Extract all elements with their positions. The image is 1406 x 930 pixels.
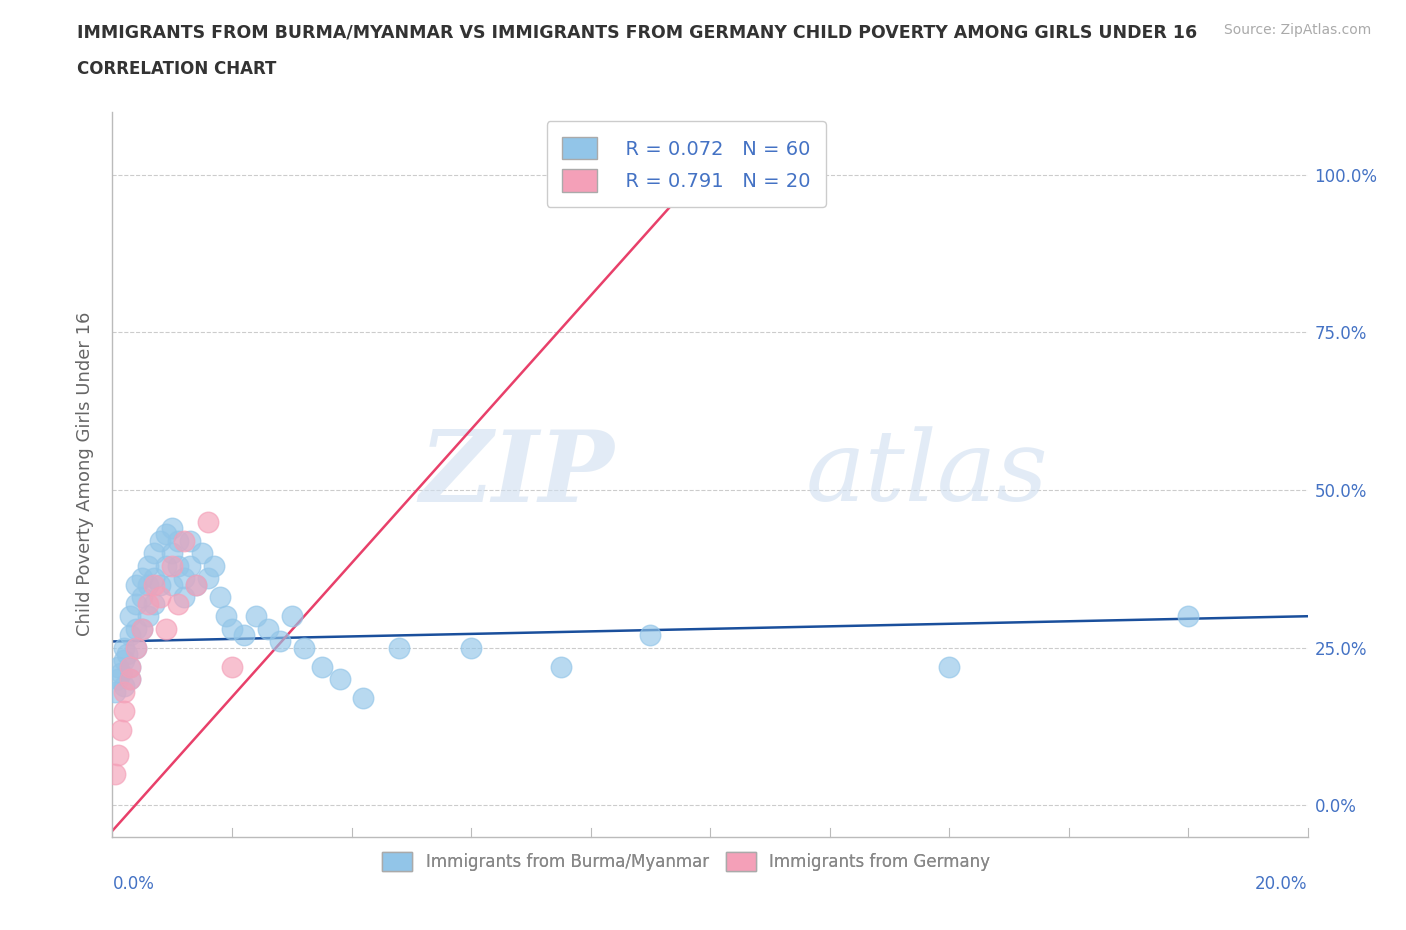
- Point: [114, 678, 135, 693]
- Point: [138, 609, 160, 624]
- Point: [120, 671, 142, 686]
- Point: [269, 634, 291, 649]
- Text: CORRELATION CHART: CORRELATION CHART: [77, 60, 277, 78]
- Text: 20.0%: 20.0%: [1256, 875, 1308, 893]
- Point: [125, 578, 148, 592]
- Text: IMMIGRANTS FROM BURMA/MYANMAR VS IMMIGRANTS FROM GERMANY CHILD POVERTY AMONG GIR: IMMIGRANTS FROM BURMA/MYANMAR VS IMMIGRA…: [77, 23, 1198, 41]
- Point: [104, 684, 127, 699]
- Point: [143, 571, 166, 586]
- Point: [281, 609, 304, 624]
- Point: [221, 659, 243, 674]
- Point: [155, 621, 177, 636]
- Point: [353, 691, 375, 706]
- Point: [120, 609, 142, 624]
- Point: [209, 590, 232, 604]
- Point: [131, 590, 153, 604]
- Point: [143, 578, 166, 592]
- Point: [162, 578, 183, 592]
- Point: [245, 609, 267, 624]
- Point: [550, 167, 572, 182]
- Point: [110, 723, 132, 737]
- Legend: Immigrants from Burma/Myanmar, Immigrants from Germany: Immigrants from Burma/Myanmar, Immigrant…: [374, 844, 998, 880]
- Point: [257, 621, 280, 636]
- Point: [179, 558, 201, 573]
- Point: [149, 590, 172, 604]
- Point: [107, 659, 129, 674]
- Point: [329, 671, 352, 686]
- Point: [107, 671, 129, 686]
- Point: [149, 578, 172, 592]
- Point: [167, 558, 190, 573]
- Point: [125, 621, 148, 636]
- Point: [143, 546, 166, 561]
- Text: ZIP: ZIP: [419, 426, 614, 523]
- Point: [460, 641, 482, 656]
- Point: [167, 596, 190, 611]
- Point: [202, 558, 225, 573]
- Point: [197, 514, 219, 529]
- Point: [233, 628, 256, 643]
- Point: [107, 748, 129, 763]
- Point: [388, 641, 411, 656]
- Point: [162, 521, 183, 536]
- Point: [120, 628, 142, 643]
- Point: [120, 659, 142, 674]
- Point: [179, 533, 201, 548]
- Point: [640, 628, 662, 643]
- Y-axis label: Child Poverty Among Girls Under 16: Child Poverty Among Girls Under 16: [76, 312, 94, 636]
- Point: [114, 703, 135, 718]
- Point: [131, 571, 153, 586]
- Text: atlas: atlas: [806, 427, 1049, 522]
- Point: [114, 653, 135, 668]
- Point: [162, 558, 183, 573]
- Point: [292, 641, 315, 656]
- Point: [110, 666, 132, 681]
- Point: [117, 646, 139, 661]
- Point: [143, 596, 166, 611]
- Point: [131, 621, 153, 636]
- Point: [186, 578, 208, 592]
- Point: [215, 609, 238, 624]
- Point: [173, 533, 195, 548]
- Point: [138, 578, 160, 592]
- Point: [120, 671, 142, 686]
- Point: [167, 533, 190, 548]
- Point: [125, 641, 148, 656]
- Point: [125, 641, 148, 656]
- Text: Source: ZipAtlas.com: Source: ZipAtlas.com: [1223, 23, 1371, 37]
- Point: [173, 590, 195, 604]
- Point: [221, 621, 243, 636]
- Point: [550, 659, 572, 674]
- Point: [155, 526, 177, 541]
- Point: [125, 596, 148, 611]
- Point: [186, 578, 208, 592]
- Point: [120, 659, 142, 674]
- Point: [138, 558, 160, 573]
- Point: [114, 684, 135, 699]
- Point: [162, 546, 183, 561]
- Point: [197, 571, 219, 586]
- Point: [1177, 609, 1199, 624]
- Point: [131, 621, 153, 636]
- Point: [149, 533, 172, 548]
- Point: [191, 546, 214, 561]
- Point: [311, 659, 333, 674]
- Point: [138, 596, 160, 611]
- Point: [173, 571, 195, 586]
- Point: [104, 766, 127, 781]
- Point: [114, 641, 135, 656]
- Point: [155, 558, 177, 573]
- Text: 0.0%: 0.0%: [112, 875, 155, 893]
- Point: [938, 659, 960, 674]
